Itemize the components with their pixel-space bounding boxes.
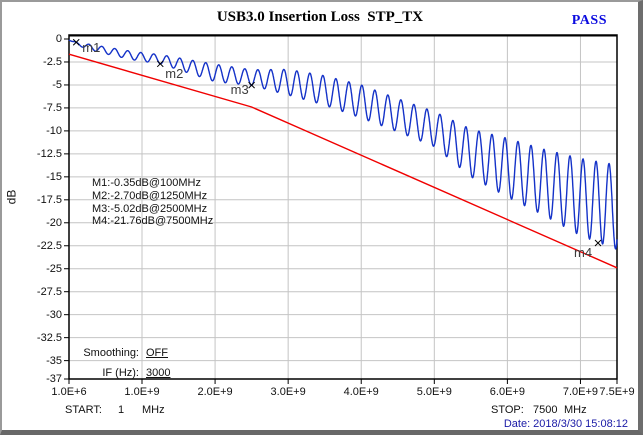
y-tick-label: 0 [55, 33, 62, 45]
x-tick-label: 1.0E+9 [124, 386, 160, 398]
x-tick-label: 3.0E+9 [270, 386, 306, 398]
y-tick-label: -2.5 [43, 55, 62, 68]
x-tick-label: 1.0E+6 [51, 386, 87, 398]
marker-readout-line: M4:-21.76dB@7500MHz [92, 215, 214, 228]
y-tick-label: -10 [46, 124, 62, 137]
marker-label-m3: m3 [231, 82, 249, 97]
y-tick-label: -22.5 [36, 239, 62, 252]
stop-unit: MHz [564, 404, 587, 416]
marker-readout-line: M2:-2.70dB@1250MHz [92, 189, 208, 202]
y-tick-label: -37 [46, 373, 62, 385]
pass-status-badge: PASS [571, 13, 607, 28]
if-bandwidth-value-field[interactable]: 3000 [146, 367, 171, 379]
y-tick-label: -32.5 [36, 331, 62, 344]
marker-label-m4: m4 [574, 245, 592, 260]
y-tick-label: -20 [46, 216, 62, 229]
if-bandwidth-label: IF (Hz): [102, 367, 139, 379]
y-tick-label: -5 [52, 78, 62, 91]
x-tick-label: 7.0E+9 [562, 386, 599, 398]
y-axis-label: dB [4, 189, 19, 205]
plot-border [68, 34, 618, 380]
x-tick-label: 2.0E+9 [197, 386, 233, 398]
y-tick-label: -7.5 [43, 101, 62, 114]
marker-readout-block: M1:-0.35dB@100MHz M2:-2.70dB@1250MHz M3:-5… [92, 177, 213, 228]
marker-label-m1: m1 [82, 40, 100, 55]
limit-line [68, 53, 618, 269]
date-timestamp: Date: 2018/3/30 15:08:12 [503, 418, 628, 430]
marker-cross-m3 [248, 81, 255, 89]
start-label: START: [65, 404, 102, 416]
y-tick-label: -25 [46, 262, 62, 275]
marker-readout-line: M1:-0.35dB@100MHz [92, 177, 201, 189]
x-tick-label: 4.0E+9 [343, 386, 379, 398]
y-tick-label: -35 [46, 354, 62, 367]
x-tick-label: 6.0E+9 [489, 386, 525, 398]
start-value-field[interactable]: 1 [117, 404, 125, 416]
chart-title: USB3.0 Insertion Loss STP_TX [216, 9, 424, 25]
marker-cross-m1 [72, 38, 80, 46]
y-tick-label: -15 [46, 170, 62, 183]
y-tick-label: -17.5 [36, 193, 62, 206]
smoothing-value-field[interactable]: OFF [146, 347, 168, 359]
y-tick-label: -30 [46, 308, 62, 321]
marker-readout-line: M3:-5.02dB@2500MHz [92, 202, 208, 215]
x-tick-label: 5.0E+9 [416, 386, 452, 398]
stop-value-field[interactable]: 7500 [533, 404, 558, 416]
start-unit: MHz [142, 404, 165, 416]
y-tick-label: -12.5 [36, 147, 62, 160]
marker-cross-m2 [156, 60, 164, 68]
y-tick-label: -27.5 [36, 285, 62, 298]
marker-label-m2: m2 [165, 66, 183, 81]
smoothing-label: Smoothing: [83, 347, 139, 359]
stop-label: STOP: [491, 404, 524, 416]
marker-cross-m4 [594, 239, 602, 247]
x-tick-label: 7.5E+9 [599, 386, 635, 398]
